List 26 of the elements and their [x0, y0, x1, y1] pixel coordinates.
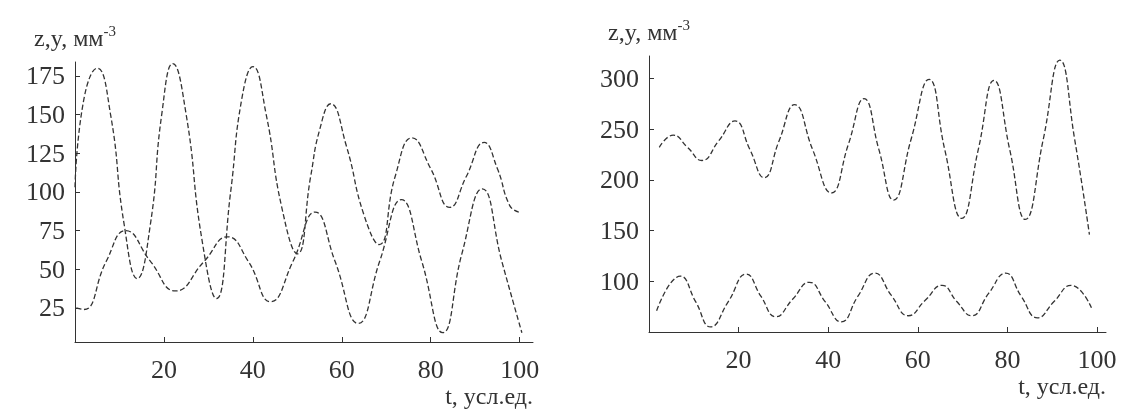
y-tick-label: 300 — [600, 63, 639, 93]
y-tick-label: 100 — [26, 177, 65, 207]
y-tick-label: 200 — [600, 165, 639, 195]
line-series — [658, 59, 1091, 236]
x-tick-label: 40 — [239, 354, 266, 384]
x-tick-label: 20 — [725, 344, 752, 374]
x-tick-label: 80 — [417, 354, 444, 384]
y-tick-label: 50 — [39, 254, 65, 284]
y-tick-label: 125 — [26, 138, 65, 168]
y-tick-label: 250 — [600, 114, 639, 144]
y-tick-label: 75 — [39, 216, 65, 246]
x-tick-label: 40 — [815, 344, 842, 374]
y-tick-label: 175 — [26, 61, 65, 91]
x-tick-label: 60 — [328, 354, 355, 384]
x-tick-label: 80 — [994, 344, 1021, 374]
x-axis-title: t, усл.ед. — [1018, 373, 1106, 399]
y-tick-label: 25 — [39, 293, 65, 323]
line-series — [655, 272, 1093, 328]
x-tick-label: 60 — [904, 344, 931, 374]
y-tick-label: 100 — [600, 266, 639, 296]
x-axis-title: t, усл.ед. — [445, 383, 533, 409]
y-tick-label: 150 — [26, 100, 65, 130]
x-tick-label: 100 — [1077, 344, 1117, 374]
x-tick-label: 100 — [500, 354, 540, 384]
y-tick-label: 150 — [600, 216, 639, 246]
x-tick-label: 20 — [150, 354, 177, 384]
